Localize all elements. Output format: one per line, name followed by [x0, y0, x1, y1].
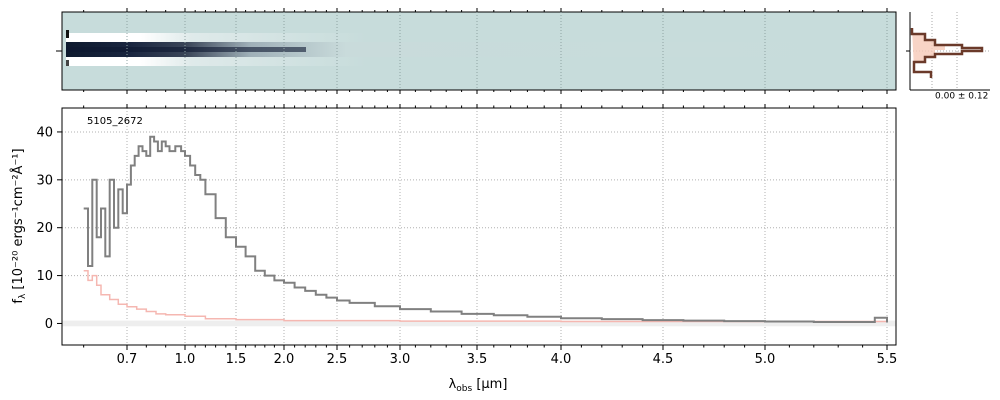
profile-trace: [910, 28, 984, 78]
x-tick-label: 2.5: [327, 352, 348, 367]
profile-panel: 0.00 ± 0.12: [906, 12, 990, 102]
x-tick-label: 3.0: [390, 352, 411, 367]
uncertainty-series: [83, 270, 887, 323]
y-axis-label: fλ [10⁻²⁰ ergs⁻¹cm⁻²Å⁻¹]: [10, 148, 28, 303]
y-tick-label: 30: [36, 173, 53, 188]
x-tick-label: 1.5: [226, 352, 247, 367]
y-tick-label: 20: [36, 221, 53, 236]
x-tick-label: 5.0: [755, 352, 776, 367]
x-tick-label: 0.7: [117, 352, 138, 367]
flux-series: [83, 135, 888, 323]
spectrum-2d-panel: [56, 11, 897, 91]
x-tick-label: 1.0: [175, 352, 196, 367]
x-tick-label: 4.0: [551, 352, 572, 367]
y-tick-label: 40: [36, 125, 53, 140]
x-tick-label: 3.5: [467, 352, 488, 367]
y-tick-label: 0: [45, 317, 53, 332]
spectrum-1d-panel: 0.7 1.0 1.5 2.0 2.5 3.0 3.5 4.0 4.5 5.0 5.5 0 10 20 3…: [36, 8, 897, 367]
x-tick-label: 2.0: [274, 352, 295, 367]
x-axis-label: λobs [μm]: [449, 377, 508, 394]
x-tick-label: 5.5: [877, 352, 898, 367]
zero-band: [62, 320, 896, 327]
y-tick-label: 10: [36, 269, 53, 284]
object-label: 5105_2672: [87, 116, 143, 127]
profile-label: 0.00 ± 0.12: [935, 92, 988, 102]
x-tick-label: 4.5: [653, 352, 674, 367]
